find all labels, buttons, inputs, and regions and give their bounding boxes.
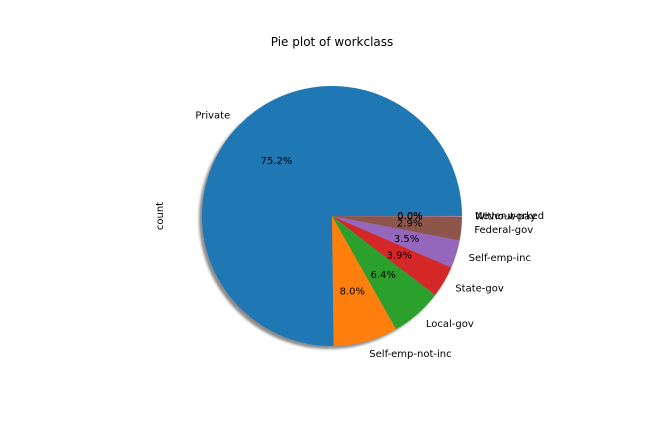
pie-labels: Private 75.2% Self-emp-not-inc 8.0% Local-go… [195,111,544,361]
pie-slice-federal-gov [332,216,462,241]
slice-pct-private: 75.2% [261,156,293,167]
slice-label-state-gov: State-gov [455,283,504,294]
slice-pct-without-pay: 0.0% [397,211,422,222]
slice-label-private: Private [195,111,230,122]
slice-pct-state-gov: 3.9% [387,250,412,261]
slice-pct-local-gov: 6.4% [371,270,396,281]
chart-title: Pie plot of workclass [271,35,394,49]
pie-slice-private [202,85,463,347]
pie-slice-without-pay [332,216,462,217]
slice-pct-federal-gov: 2.9% [397,219,422,230]
y-axis-label: count [155,202,166,230]
pie-slice-state-gov [332,216,452,296]
slice-label-without-pay: Without-pay [475,212,536,223]
slice-label-federal-gov: Federal-gov [474,225,533,236]
pie-slice-self-emp-not-inc [332,216,397,346]
pie-slices [202,85,463,347]
pie-slice-never-worked [332,215,462,217]
pie-slice-local-gov [332,216,436,330]
slice-pct-self-emp-inc: 3.5% [394,234,419,245]
slice-pct-self-emp-not-inc: 8.0% [340,286,365,297]
slice-label-self-emp-not-inc: Self-emp-not-inc [369,349,451,360]
slice-label-self-emp-inc: Self-emp-inc [469,253,531,264]
slice-label-local-gov: Local-gov [426,319,474,330]
slice-label-never-worked: Never-worked [475,211,544,222]
slice-pct-never-worked: 0.0% [397,211,422,222]
pie-slice-self-emp-inc [332,216,460,268]
